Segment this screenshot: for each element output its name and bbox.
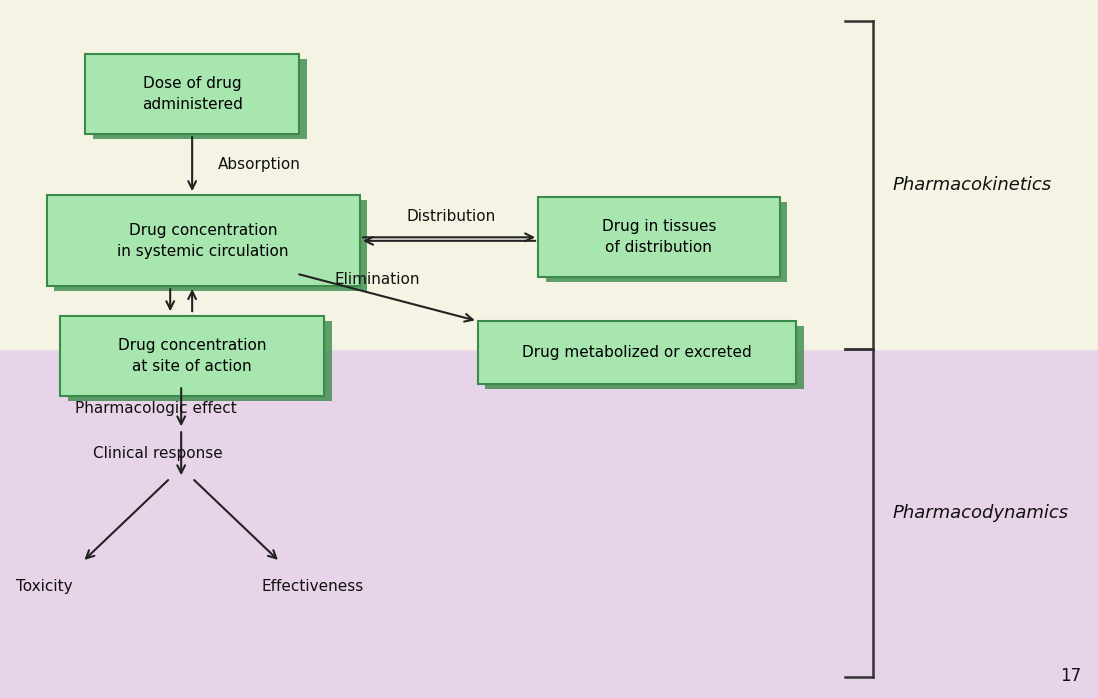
FancyBboxPatch shape [60,315,324,396]
Text: Toxicity: Toxicity [15,579,72,594]
Text: Absorption: Absorption [217,156,300,172]
FancyBboxPatch shape [68,321,332,401]
FancyBboxPatch shape [55,200,367,291]
Text: Pharmacologic effect: Pharmacologic effect [75,401,236,416]
Text: Pharmacodynamics: Pharmacodynamics [893,504,1068,522]
Text: Drug in tissues
of distribution: Drug in tissues of distribution [602,219,716,255]
Text: Effectiveness: Effectiveness [261,579,365,594]
FancyBboxPatch shape [485,326,804,389]
FancyBboxPatch shape [92,59,306,140]
Text: 17: 17 [1061,667,1082,685]
Text: Pharmacokinetics: Pharmacokinetics [893,176,1052,194]
Bar [0,0,1098,349]
Text: Distribution: Distribution [406,209,495,224]
Text: Drug concentration
in systemic circulation: Drug concentration in systemic circulati… [117,223,289,259]
FancyBboxPatch shape [478,321,796,384]
Text: Elimination: Elimination [335,272,421,287]
Text: Drug metabolized or excreted: Drug metabolized or excreted [522,345,752,360]
Text: Dose of drug
administered: Dose of drug administered [142,76,243,112]
FancyBboxPatch shape [546,202,787,282]
FancyBboxPatch shape [538,197,780,277]
Bar [0,349,1098,698]
FancyBboxPatch shape [47,195,360,286]
Text: Drug concentration
at site of action: Drug concentration at site of action [117,338,267,374]
FancyBboxPatch shape [85,54,299,134]
Text: Clinical response: Clinical response [93,446,223,461]
